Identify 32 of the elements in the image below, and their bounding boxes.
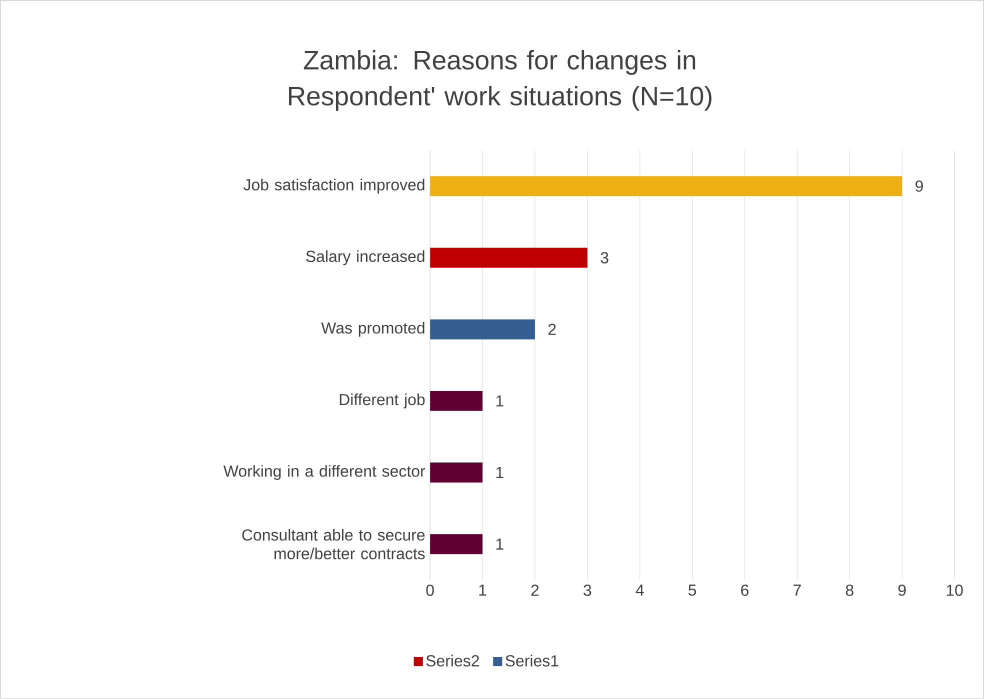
chart-title: Zambia: Reasons for changes in Respondent' work situations (N=10) <box>289 50 712 111</box>
y-tick-label: Was promoted <box>321 322 424 337</box>
y-tick-label: Salary increased <box>306 250 424 266</box>
data-label: 1 <box>496 395 504 406</box>
data-label: 9 <box>916 180 923 192</box>
bar <box>430 176 902 196</box>
x-tick-label: 3 <box>584 584 592 596</box>
legend-label: Series1 <box>506 654 558 666</box>
data-label: 3 <box>600 252 608 264</box>
data-label: 1 <box>496 466 504 478</box>
y-tick-label: Working in a different sector <box>223 464 426 480</box>
bar <box>430 462 483 482</box>
bar <box>430 534 483 554</box>
x-tick-label: 10 <box>946 584 963 596</box>
x-tick-label: 6 <box>741 584 748 596</box>
y-tick-label: Job satisfaction improved <box>243 178 424 194</box>
x-tick-label: 4 <box>636 584 644 596</box>
x-tick-label: 2 <box>531 584 539 596</box>
x-tick-label: 1 <box>479 584 486 596</box>
data-label: 2 <box>548 324 556 335</box>
bar <box>430 390 483 411</box>
bar <box>430 248 588 268</box>
x-tick-label: 7 <box>794 584 801 596</box>
legend-label: Series2 <box>426 654 479 666</box>
x-tick-label: 9 <box>898 584 906 596</box>
y-tick-label: Different job <box>340 393 425 408</box>
x-tick-label: 0 <box>426 584 434 596</box>
y-tick-label: Consultant able to secure more/better contracts <box>242 528 425 560</box>
x-tick-label: 5 <box>688 584 696 596</box>
data-label: 1 <box>496 538 504 550</box>
x-tick-label: 8 <box>846 584 854 596</box>
bar <box>430 319 535 340</box>
